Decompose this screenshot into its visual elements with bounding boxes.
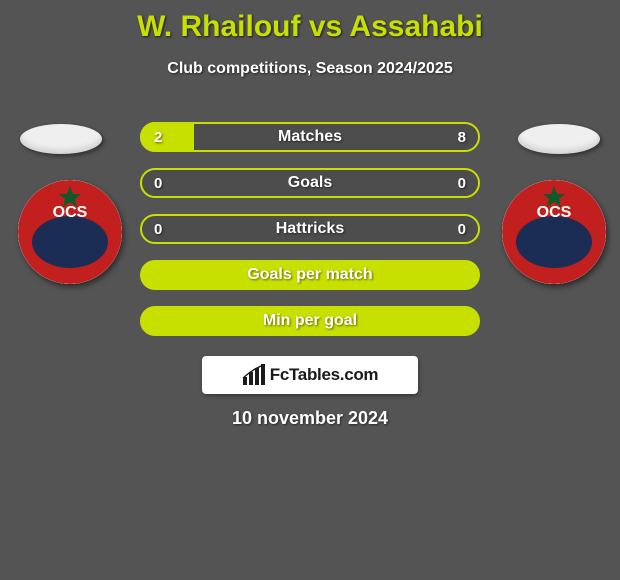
stat-row-goals: 0 Goals 0: [140, 168, 480, 198]
branding-badge[interactable]: FcTables.com: [202, 356, 418, 394]
club-crest-icon: OCS: [502, 180, 606, 284]
stat-label: Goals per match: [142, 266, 478, 284]
date-label: 10 november 2024: [0, 408, 620, 429]
left-club-short: OCS: [53, 204, 88, 221]
stat-label: Hattricks: [142, 220, 478, 238]
stat-row-goals-per-match: Goals per match: [140, 260, 480, 290]
right-club-badge: OCS: [502, 180, 606, 284]
stat-right-value: 8: [452, 129, 466, 146]
bars-icon: [242, 364, 266, 386]
stat-right-value: 0: [452, 221, 466, 238]
stat-left-value: 0: [154, 221, 168, 238]
branding-text: FcTables.com: [270, 365, 379, 385]
stat-left-value: 0: [154, 175, 168, 192]
stat-left-value: 2: [154, 129, 168, 146]
stat-label: Goals: [142, 174, 478, 192]
right-club-short: OCS: [537, 204, 572, 221]
right-country-flag: [518, 124, 600, 154]
page-title: W. Rhailouf vs Assahabi: [0, 0, 620, 44]
page-subtitle: Club competitions, Season 2024/2025: [0, 60, 620, 78]
stats-container: 2 Matches 8 0 Goals 0 0 Hattricks 0 Goal…: [140, 122, 480, 352]
left-country-flag: [20, 124, 102, 154]
club-crest-icon: OCS: [18, 180, 122, 284]
stat-row-matches: 2 Matches 8: [140, 122, 480, 152]
stat-label: Min per goal: [142, 312, 478, 330]
stat-right-value: 0: [452, 175, 466, 192]
stat-row-min-per-goal: Min per goal: [140, 306, 480, 336]
left-club-badge: OCS: [18, 180, 122, 284]
stat-row-hattricks: 0 Hattricks 0: [140, 214, 480, 244]
